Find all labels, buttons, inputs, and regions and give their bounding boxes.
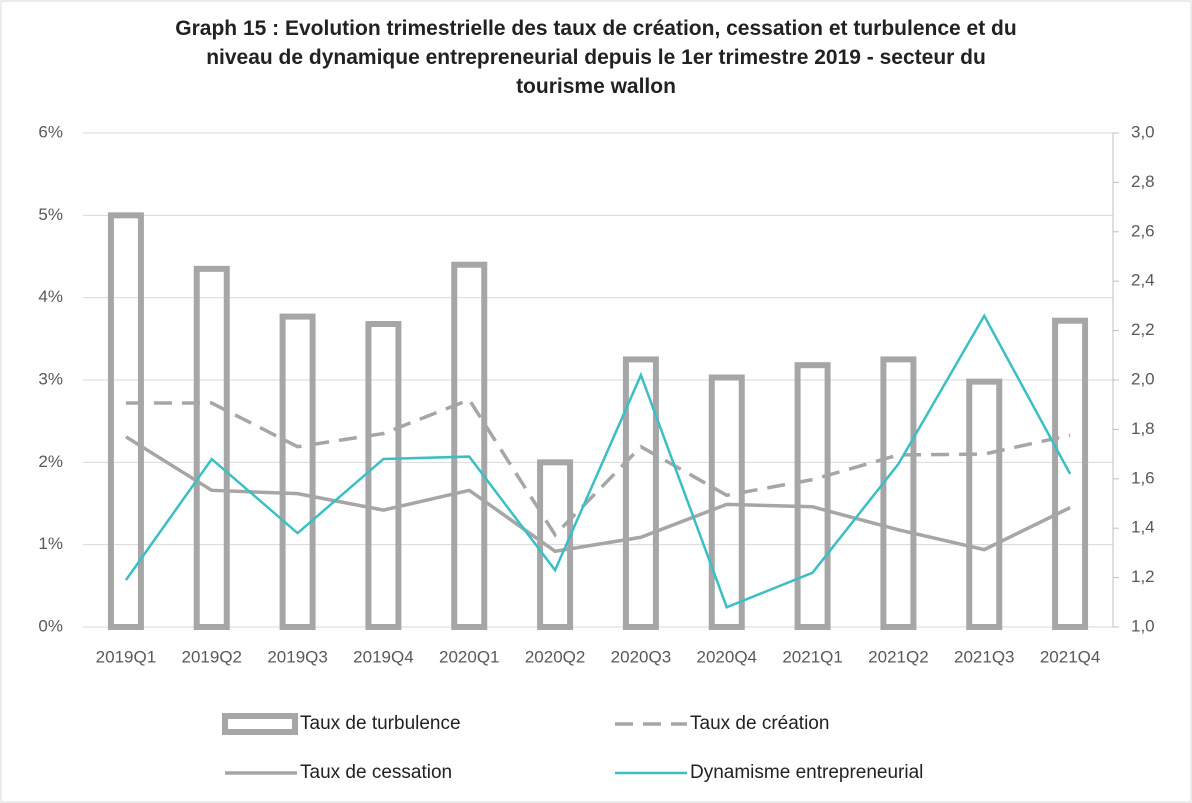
chart-title: Graph 15 : Evolution trimestrielle des t… — [175, 17, 1017, 98]
bar — [107, 212, 144, 630]
y2-tick-label: 1,0 — [1131, 616, 1155, 635]
y-tick-label: 4% — [38, 287, 63, 306]
bar — [193, 265, 230, 630]
bar — [537, 459, 574, 631]
x-tick-label: 2019Q4 — [353, 647, 414, 666]
y2-tick-label: 1,2 — [1131, 567, 1155, 586]
y-tick-label: 5% — [38, 205, 63, 224]
bar — [451, 261, 488, 630]
bar — [365, 321, 402, 630]
bar — [708, 374, 745, 630]
bar — [622, 356, 659, 630]
bar — [966, 378, 1003, 630]
x-tick-label: 2021Q2 — [868, 647, 929, 666]
y-tick-label: 0% — [38, 616, 63, 635]
legend-label: Taux de turbulence — [300, 713, 461, 734]
x-tick-label: 2020Q2 — [525, 647, 586, 666]
x-tick-label: 2020Q4 — [697, 647, 758, 666]
y2-tick-label: 2,8 — [1131, 172, 1155, 191]
bar — [1052, 317, 1089, 630]
bar — [279, 313, 316, 630]
y2-tick-label: 3,0 — [1131, 122, 1155, 141]
line — [124, 313, 1072, 609]
x-tick-label: 2021Q4 — [1040, 647, 1101, 666]
bar — [880, 356, 917, 630]
legend-swatch — [222, 713, 298, 735]
x-tick-label: 2019Q3 — [267, 647, 328, 666]
y2-tick-label: 2,0 — [1131, 369, 1155, 388]
x-tick-label: 2021Q3 — [954, 647, 1015, 666]
x-tick-label: 2019Q2 — [182, 647, 243, 666]
y2-tick-label: 1,6 — [1131, 468, 1155, 487]
y-tick-label: 3% — [38, 369, 63, 388]
y-tick-label: 6% — [38, 122, 63, 141]
x-tick-label: 2019Q1 — [96, 647, 157, 666]
y2-tick-label: 2,2 — [1131, 320, 1155, 339]
y2-tick-label: 2,4 — [1131, 271, 1155, 290]
legend-label: Dynamisme entrepreneurial — [690, 762, 923, 783]
y-tick-label: 2% — [38, 452, 63, 471]
y2-tick-label: 1,4 — [1131, 518, 1155, 537]
x-tick-label: 2020Q3 — [611, 647, 672, 666]
legend-label: Taux de cessation — [300, 762, 452, 783]
line — [124, 435, 1071, 554]
y-tick-label: 1% — [38, 534, 63, 553]
legend-label: Taux de création — [690, 713, 829, 734]
y2-tick-label: 2,6 — [1131, 221, 1155, 240]
x-tick-label: 2020Q1 — [439, 647, 500, 666]
x-tick-label: 2021Q1 — [782, 647, 843, 666]
y2-tick-label: 1,8 — [1131, 419, 1155, 438]
line — [125, 397, 1071, 538]
bar — [794, 362, 831, 630]
